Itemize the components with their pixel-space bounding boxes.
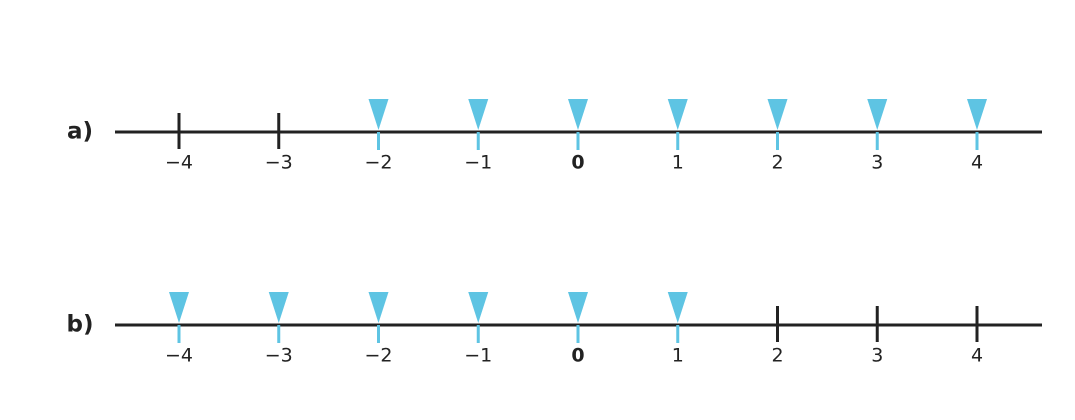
marker-triangle: [568, 99, 588, 130]
tick-label: −1: [464, 152, 492, 174]
marker-triangle: [967, 99, 987, 130]
tick-label: −3: [265, 152, 293, 174]
tick-label: 4: [971, 345, 983, 367]
tick-label: 0: [571, 345, 584, 367]
marker-triangle: [468, 292, 489, 323]
tick-label: 2: [771, 345, 783, 367]
tick-label: −3: [265, 345, 293, 367]
tick-label: −4: [165, 345, 193, 367]
tick-label: 3: [871, 345, 883, 367]
marker-triangle: [468, 99, 489, 130]
tick-label: −2: [364, 345, 392, 367]
tick-label: 1: [672, 345, 684, 367]
marker-triangle: [169, 292, 189, 323]
marker-triangle: [867, 99, 888, 130]
tick-label: 1: [672, 152, 684, 174]
marker-triangle: [368, 99, 389, 130]
row-label: b): [67, 312, 94, 338]
marker-triangle: [568, 292, 588, 323]
tick-label: −1: [464, 345, 492, 367]
marker-triangle: [268, 292, 289, 323]
tick-label: 4: [971, 152, 983, 174]
tick-label: −2: [364, 152, 392, 174]
marker-triangle: [667, 292, 688, 323]
row-label: a): [67, 119, 93, 145]
marker-triangle: [667, 99, 688, 130]
tick-label: 2: [771, 152, 783, 174]
tick-label: 0: [571, 152, 584, 174]
marker-triangle: [767, 99, 788, 130]
tick-label: 3: [871, 152, 883, 174]
marker-triangle: [368, 292, 389, 323]
tick-label: −4: [165, 152, 193, 174]
